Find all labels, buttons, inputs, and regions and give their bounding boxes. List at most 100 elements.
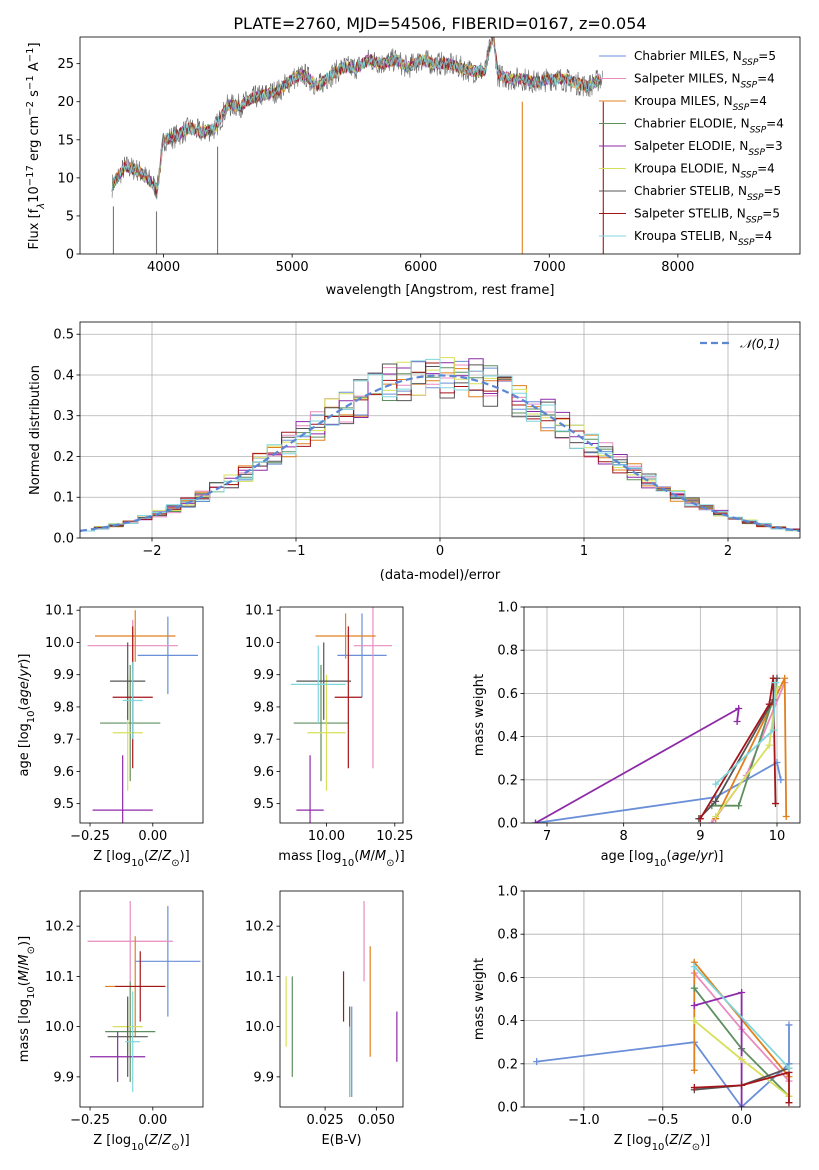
x-tick-label: 4000	[147, 260, 180, 275]
legend-nssp: =4	[757, 162, 775, 176]
y-axis-label-part: mass [log	[17, 999, 32, 1062]
y-axis-label: Normed distribution	[28, 365, 43, 495]
x-tick-label: 5000	[276, 260, 309, 275]
weight-marker	[690, 1017, 698, 1025]
weight-marker	[765, 741, 773, 749]
y-axis-label-part: age [log	[17, 723, 32, 776]
weight-vs-age-plot-area	[532, 674, 790, 823]
weight-marker	[771, 679, 779, 687]
x-axis-label: (data-model)/error	[380, 568, 501, 583]
y-axis-label: mass weight	[472, 674, 487, 756]
age-vs-mass-plot-area	[290, 607, 393, 823]
y-tick-label: 10.0	[245, 636, 274, 651]
weight-marker	[785, 1064, 793, 1072]
legend-nssp: =4	[766, 117, 784, 131]
x-axis-label-part: /	[678, 1133, 683, 1148]
x-axis-label-part: (	[144, 1133, 149, 1148]
x-axis-label-part: M	[375, 849, 386, 864]
y-axis-label: age [log10(age/yr)]	[17, 654, 37, 777]
weight-marker	[738, 989, 746, 997]
y-tick-label: 0.4	[497, 1014, 518, 1029]
y-axis-label-part: M	[17, 970, 32, 981]
x-axis-label-part: (	[144, 849, 149, 864]
weight-marker	[712, 813, 720, 821]
x-tick-label: 1	[580, 544, 588, 559]
model-spectrum-kroupa-stelib	[111, 37, 601, 192]
weight-series-kroupa-stelib	[712, 679, 779, 788]
weight-vs-Z-plot-area	[533, 958, 793, 1107]
residuals-panel: −2 −1 0 1 2 0.0 0.1 0.2 0.3 0.4 0.5 𝒩(0,1) (data-mod…	[28, 321, 801, 583]
y-tick-label: 9.9	[253, 668, 274, 683]
y-tick-label: 10.1	[245, 604, 274, 619]
weight-series-kroupa-stelib	[690, 963, 793, 1072]
x-axis-label: Z [log10(Z/Z⊙)]	[93, 849, 190, 869]
weight-marker	[777, 776, 785, 784]
x-tick-label: 7	[543, 829, 551, 844]
x-axis-label-part: mass [log	[278, 849, 341, 864]
error-point-salpeter-stelib	[115, 951, 166, 1022]
x-axis-label-part: 10	[342, 858, 355, 869]
y-axis-label-part: −1	[25, 48, 36, 63]
model-spectrum-kroupa-miles	[111, 37, 601, 192]
y-tick-label: 0.0	[497, 817, 518, 832]
y-tick-label: 1.0	[497, 885, 518, 900]
weight-marker	[781, 674, 789, 682]
x-tick-label: −0.25	[70, 1113, 110, 1128]
x-tick-label: 6000	[404, 260, 437, 275]
error-point-kroupa-miles	[95, 610, 176, 662]
legend-nssp: =5	[764, 184, 782, 198]
x-axis-label-part: )]	[713, 849, 723, 864]
y-tick-label: 0.3	[53, 409, 74, 424]
weight-marker	[733, 717, 741, 725]
weight-marker	[735, 802, 743, 810]
y-tick-label: 9.7	[53, 733, 74, 748]
x-axis-label: E(B-V)	[321, 1133, 361, 1148]
residual-histogram-salpeter-stelib	[80, 362, 800, 532]
error-point-salpeter-elodie	[90, 1031, 146, 1082]
weight-marker	[782, 813, 790, 821]
error-point-chabrier-elodie	[100, 665, 161, 782]
y-axis-label-part: age	[17, 681, 32, 705]
x-tick-label: 10.00	[308, 829, 345, 844]
legend-sub: SSP	[733, 103, 750, 113]
weight-marker	[533, 1058, 541, 1066]
error-point-salpeter-stelib	[334, 626, 362, 769]
legend-entry: Chabrier STELIB, NSSP=5	[634, 184, 781, 203]
weight-marker	[785, 1099, 793, 1107]
y-axis-label-part: −2	[25, 101, 36, 116]
y-axis-label-part: Flux [f	[27, 208, 42, 249]
spectrum-plot-area	[111, 37, 604, 254]
legend-entry: Salpeter MILES, NSSP=4	[634, 72, 775, 91]
residuals-plot-area	[80, 357, 800, 532]
y-tick-label: 10.1	[45, 604, 74, 619]
error-point-salpeter-elodie	[296, 755, 324, 823]
axes-frame	[279, 890, 404, 1108]
legend-entry: Kroupa ELODIE, NSSP=4	[634, 162, 775, 181]
weight-marker	[769, 674, 777, 682]
weight-marker	[771, 800, 779, 808]
residual-legend-label: 𝒩(0,1)	[740, 337, 780, 351]
legend-entry: Salpeter ELODIE, NSSP=3	[634, 139, 783, 158]
x-axis-label-part: Z	[148, 1133, 159, 1148]
legend-sub: SSP	[746, 216, 763, 226]
y-tick-label: 0.4	[53, 368, 74, 383]
age-vs-z-panel: −0.25 0.009.59.69.79.89.910.010.1Z [log10…	[17, 604, 204, 869]
legend-sub: SSP	[741, 171, 758, 181]
x-axis-label-part: Z	[161, 1133, 172, 1148]
y-axis-label-part: 10	[27, 186, 42, 203]
y-tick-label: 10.0	[245, 1020, 274, 1035]
y-tick-label: 10.1	[45, 970, 74, 985]
x-axis-label-part: (	[667, 849, 672, 864]
x-tick-label: 2	[724, 544, 732, 559]
x-axis-label-part: ⊙	[692, 1142, 700, 1153]
weight-marker	[690, 1001, 698, 1009]
x-tick-label: 0.025	[306, 1113, 343, 1128]
legend-nssp: =3	[765, 139, 783, 153]
error-point-chabrier-miles	[135, 906, 201, 1017]
weight-line	[699, 678, 777, 820]
y-tick-label: 10.1	[245, 970, 274, 985]
error-point-kroupa-elodie	[307, 674, 346, 791]
x-tick-label: 10	[769, 829, 786, 844]
